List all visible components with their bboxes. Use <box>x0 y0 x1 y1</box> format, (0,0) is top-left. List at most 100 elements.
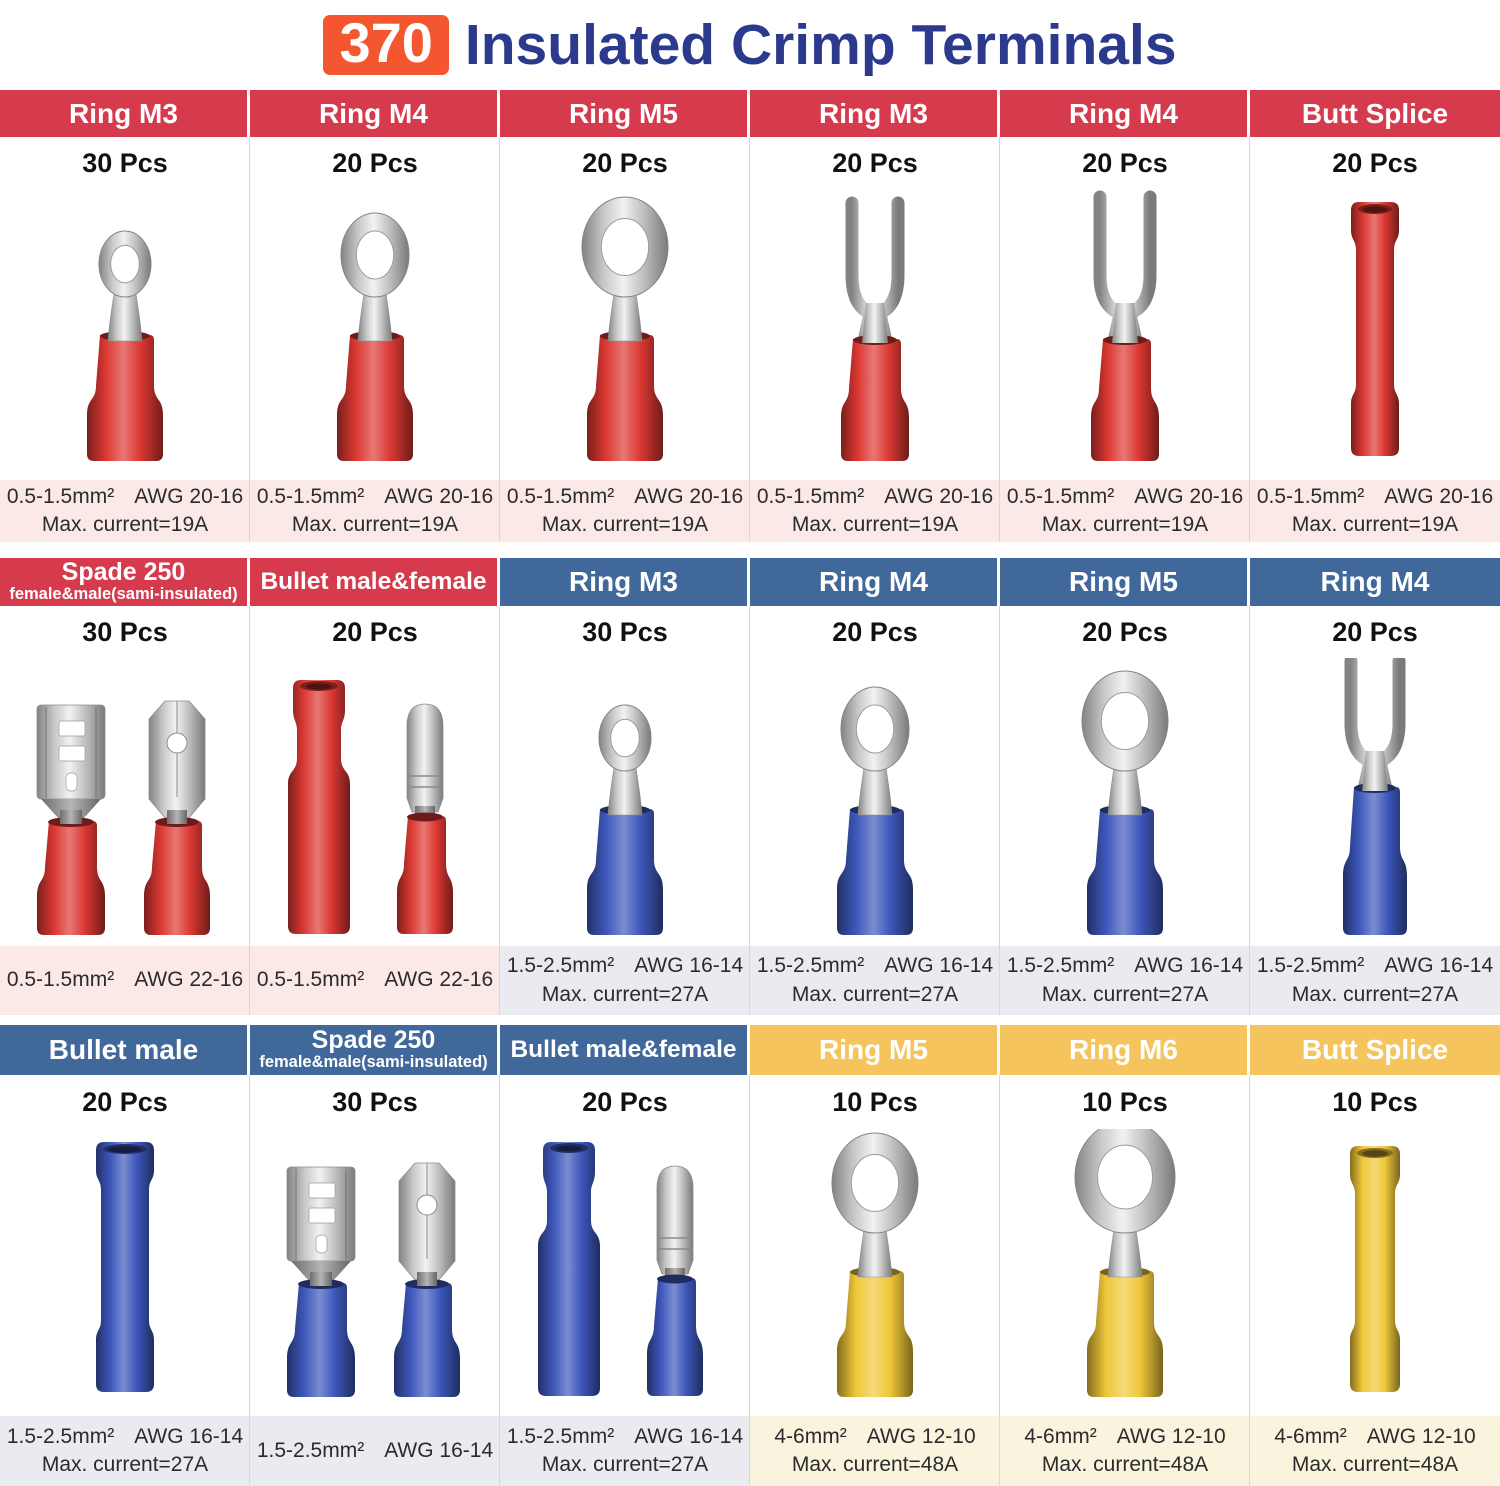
spec-value: Max. current=48A <box>1291 1453 1459 1476</box>
spec-footer: 1.5-2.5mm² AWG 16-14 Max. current=27A <box>500 946 750 1015</box>
cell-header: Ring M4 <box>1000 90 1247 137</box>
terminal-type-label: Ring M4 <box>1320 566 1430 598</box>
product-cell: Butt Splice 10 Pcs 4-6mm² AWG 12-10 Max. cu… <box>1250 1025 1500 1486</box>
terminal-type-label: Spade 250 <box>311 1026 436 1055</box>
spec-value: Max. current=27A <box>41 1453 209 1476</box>
terminal-type-sublabel: female&male(sami-insulated) <box>259 1053 488 1072</box>
spec-value: AWG 20-16 <box>1134 484 1244 508</box>
piece-count: 20 Pcs <box>1082 616 1168 647</box>
spec-line: 1.5-2.5mm² AWG 16-14 <box>7 1425 243 1448</box>
spec-value: AWG 16-14 <box>634 954 744 978</box>
spec-value: 0.5-1.5mm² <box>256 968 365 992</box>
piece-count: 30 Pcs <box>332 1086 418 1117</box>
piece-count: 20 Pcs <box>82 1086 168 1117</box>
spec-value: AWG 16-14 <box>884 954 994 978</box>
ring-terminal-art <box>750 1129 1000 1416</box>
spec-line: Max. current=19A <box>291 513 459 536</box>
spec-line: 1.5-2.5mm² AWG 16-14 <box>1257 955 1493 977</box>
cell-header: Ring M5 <box>1000 558 1247 606</box>
spade-pair-terminal-art <box>250 1129 500 1416</box>
terminal-type-label: Ring M5 <box>569 97 678 129</box>
spec-value: Max. current=27A <box>1041 982 1209 1006</box>
spec-value: AWG 20-16 <box>634 484 744 508</box>
product-cell: Ring M4 20 Pcs 1.5-2.5mm² AWG 16-14 Max. cu… <box>1250 558 1500 1015</box>
spec-footer: 0.5-1.5mm² AWG 20-16 Max. current=19A <box>1000 480 1250 542</box>
spec-value: 1.5-2.5mm² <box>256 1438 365 1462</box>
spec-line: 0.5-1.5mm² AWG 20-16 <box>1257 484 1494 508</box>
product-cell: Bullet male 20 Pcs 1.5-2.5mm² AWG 16-14 Max… <box>0 1025 250 1486</box>
ring-terminal-art <box>0 190 250 480</box>
tube-terminal-art <box>1250 1129 1500 1416</box>
terminal-type-label: Ring M3 <box>569 566 678 598</box>
spec-line: Max. current=48A <box>1041 1453 1209 1476</box>
ring-terminal-art <box>250 190 500 480</box>
ring-terminal-art <box>500 658 750 946</box>
spec-line: 1.5-2.5mm² AWG 16-14 <box>507 955 743 977</box>
spec-value: Max. current=27A <box>541 982 709 1006</box>
spec-line: Max. current=19A <box>542 513 708 536</box>
fork-terminal-art <box>750 190 1000 480</box>
spec-footer: 4-6mm² AWG 12-10 Max. current=48A <box>1000 1416 1250 1486</box>
spec-value: 0.5-1.5mm² <box>506 484 615 508</box>
terminal-type-label: Ring M5 <box>1069 566 1178 598</box>
spec-line: 1.5-2.5mm² AWG 16-14 <box>506 1424 743 1448</box>
spec-value: AWG 22-16 <box>384 968 494 992</box>
spec-line: Max. current=27A <box>41 1453 209 1476</box>
spec-footer: 0.5-1.5mm² AWG 20-16 Max. current=19A <box>0 480 250 542</box>
ring-terminal-art <box>500 190 750 480</box>
piece-count: 30 Pcs <box>82 616 168 647</box>
product-cell: Ring M3 20 Pcs 0.5-1.5mm² AWG 20-16 Max. cu… <box>750 90 1000 542</box>
piece-count: 20 Pcs <box>332 148 418 178</box>
spec-value: Max. current=48A <box>1041 1453 1209 1476</box>
spec-value: 1.5-2.5mm² <box>1256 954 1365 978</box>
spec-value: 4-6mm² <box>1024 1424 1097 1448</box>
spec-line: Max. current=19A <box>1042 513 1208 536</box>
spec-value: 1.5-2.5mm² <box>506 954 615 978</box>
piece-count: 10 Pcs <box>1082 1086 1168 1117</box>
spec-value: AWG 20-16 <box>1384 484 1494 508</box>
spec-footer: 0.5-1.5mm² AWG 20-16 Max. current=19A <box>750 480 1000 542</box>
product-cell: Ring M3 30 Pcs 0.5-1.5mm² AWG 20-16 Max. cu… <box>0 90 250 542</box>
spec-footer: 1.5-2.5mm² AWG 16-14 <box>250 1416 500 1486</box>
terminal-type-label: Butt Splice <box>1301 1034 1449 1066</box>
tube-terminal-art <box>0 1129 250 1416</box>
piece-count: 10 Pcs <box>832 1086 918 1117</box>
product-row: Spade 250 female&male(sami-insulated) 30 P… <box>0 558 1500 1015</box>
product-row: Bullet male 20 Pcs 1.5-2.5mm² AWG 16-14 Max… <box>0 1025 1500 1486</box>
spec-line: Max. current=27A <box>541 982 709 1006</box>
spec-value: 0.5-1.5mm² <box>6 968 115 992</box>
piece-count: 20 Pcs <box>1332 616 1418 647</box>
spec-footer: 1.5-2.5mm² AWG 16-14 Max. current=27A <box>1000 946 1250 1015</box>
piece-count: 20 Pcs <box>332 616 418 647</box>
ring-terminal-art <box>750 658 1000 946</box>
cell-header: Bullet male <box>0 1025 247 1075</box>
spec-value: 1.5-2.5mm² <box>506 1424 615 1448</box>
page-title: 370 Insulated Crimp Terminals <box>0 0 1500 90</box>
cell-header: Ring M5 <box>750 1025 997 1075</box>
spec-line: 4-6mm² AWG 12-10 <box>1024 1424 1226 1448</box>
spec-value: AWG 22-16 <box>134 968 244 992</box>
spec-value: AWG 16-14 <box>1134 954 1244 978</box>
piece-count: 20 Pcs <box>1332 148 1418 178</box>
terminal-type-label: Ring M4 <box>319 97 428 129</box>
spec-value: AWG 12-10 <box>1116 1424 1226 1448</box>
terminal-type-label: Bullet male&female <box>260 568 487 596</box>
piece-count: 20 Pcs <box>832 616 918 647</box>
spec-value: Max. current=19A <box>291 513 459 536</box>
cell-header: Ring M4 <box>250 90 497 137</box>
spec-line: Max. current=19A <box>42 513 208 536</box>
terminal-type-label: Ring M5 <box>819 1034 928 1066</box>
product-row: Ring M3 30 Pcs 0.5-1.5mm² AWG 20-16 Max. cu… <box>0 90 1500 542</box>
spec-footer: 0.5-1.5mm² AWG 22-16 <box>0 946 250 1015</box>
piece-count: 10 Pcs <box>1332 1086 1418 1117</box>
cell-header: Butt Splice <box>1250 1025 1500 1075</box>
spec-line: Max. current=19A <box>792 513 958 536</box>
spec-line: Max. current=27A <box>1041 982 1209 1006</box>
cell-header: Ring M3 <box>0 90 247 137</box>
product-cell: Spade 250 female&male(sami-insulated) 30 P… <box>0 558 250 1015</box>
product-cell: Ring M5 10 Pcs 4-6mm² AWG 12-10 Max. curren… <box>750 1025 1000 1486</box>
terminal-type-label: Ring M6 <box>1069 1034 1178 1066</box>
bullet-pair-terminal-art <box>500 1129 750 1416</box>
spec-line: 0.5-1.5mm² AWG 20-16 <box>506 484 744 508</box>
